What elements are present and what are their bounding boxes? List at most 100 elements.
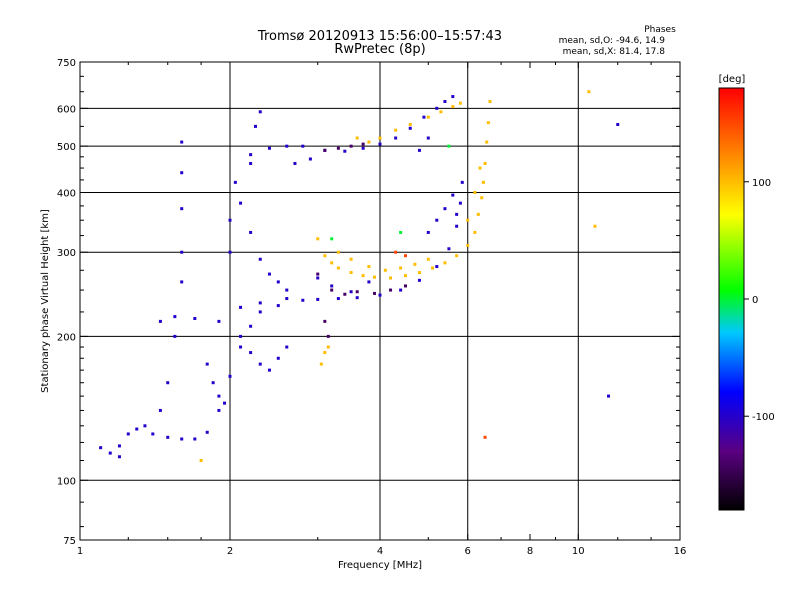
data-point xyxy=(293,161,297,165)
data-point xyxy=(473,230,477,234)
data-point xyxy=(228,250,232,254)
x-tick-label: 1 xyxy=(77,546,83,557)
data-point xyxy=(239,334,243,338)
data-point xyxy=(473,190,477,194)
chart-subtitle: RwPretec (8p) xyxy=(334,42,425,57)
data-point xyxy=(323,148,327,152)
data-point xyxy=(249,161,253,165)
data-point xyxy=(239,345,243,349)
data-point xyxy=(378,142,382,146)
data-point xyxy=(285,288,289,292)
x-tick-label: 4 xyxy=(377,546,383,557)
data-point xyxy=(173,315,177,319)
x-tick-label: 2 xyxy=(227,546,233,557)
data-point xyxy=(349,144,353,148)
data-point xyxy=(180,140,184,144)
colorbar-tick-label: 100 xyxy=(752,178,771,189)
data-point xyxy=(355,296,359,300)
data-point xyxy=(217,394,221,398)
data-point xyxy=(435,106,439,110)
data-point xyxy=(458,201,462,205)
data-point xyxy=(478,166,482,170)
data-point xyxy=(349,290,353,294)
data-point xyxy=(422,115,426,119)
data-point xyxy=(323,254,327,258)
data-point xyxy=(394,250,398,254)
data-point xyxy=(166,435,170,439)
data-point xyxy=(367,280,371,284)
data-point xyxy=(343,292,347,296)
colorbar-tick-label: 0 xyxy=(752,295,758,306)
y-tick-label: 400 xyxy=(57,188,76,199)
data-point xyxy=(249,153,253,157)
data-point xyxy=(135,427,139,431)
data-point xyxy=(483,161,487,165)
data-point xyxy=(455,254,459,258)
data-point xyxy=(258,362,262,366)
data-point xyxy=(316,272,320,276)
data-point xyxy=(593,224,597,228)
data-point xyxy=(336,297,340,301)
stats-heading: Phases xyxy=(644,25,676,35)
data-point xyxy=(117,444,121,448)
data-point xyxy=(367,140,371,144)
data-point xyxy=(403,284,407,288)
data-point xyxy=(285,297,289,301)
data-point xyxy=(349,271,353,275)
data-point xyxy=(336,250,340,254)
data-point xyxy=(458,101,462,105)
data-point xyxy=(451,193,455,197)
data-point xyxy=(403,254,407,258)
data-point xyxy=(258,257,262,261)
data-point xyxy=(267,368,271,372)
y-axis-label: Stationary phase Virtual Height [km] xyxy=(40,209,51,393)
data-point xyxy=(285,345,289,349)
colorbar-ticks: 100 0 -100 xyxy=(744,178,775,423)
data-point xyxy=(258,110,262,114)
data-point xyxy=(205,362,209,366)
data-point xyxy=(361,142,365,146)
data-points xyxy=(99,90,620,462)
data-point xyxy=(211,381,215,385)
data-point xyxy=(417,148,421,152)
data-point xyxy=(301,298,305,302)
data-point xyxy=(399,230,403,234)
x-tick-label: 8 xyxy=(527,546,533,557)
data-point xyxy=(180,207,184,211)
data-point xyxy=(486,121,490,125)
data-point xyxy=(193,437,197,441)
data-point xyxy=(455,224,459,228)
data-point xyxy=(426,230,430,234)
data-point xyxy=(455,212,459,216)
data-point xyxy=(180,171,184,175)
data-point xyxy=(408,126,412,130)
data-point xyxy=(394,128,398,132)
data-point xyxy=(323,351,327,355)
colorbar-label: [deg] xyxy=(719,74,746,85)
data-point xyxy=(151,432,155,436)
x-tick-label: 16 xyxy=(674,546,687,557)
data-point xyxy=(239,201,243,205)
data-point xyxy=(343,149,347,153)
data-point xyxy=(316,237,320,241)
data-point xyxy=(173,334,177,338)
data-point xyxy=(447,144,451,148)
data-point xyxy=(431,266,435,270)
stats-line-x: mean, sd,X: 81.4, 17.8 xyxy=(563,47,666,57)
data-point xyxy=(488,100,492,104)
data-point xyxy=(108,451,112,455)
data-point xyxy=(285,144,289,148)
data-point xyxy=(373,275,377,279)
data-point xyxy=(253,124,257,128)
data-point xyxy=(426,257,430,261)
x-axis-label: Frequency [MHz] xyxy=(338,560,422,571)
data-point xyxy=(443,207,447,211)
data-point xyxy=(355,136,359,140)
chart-title: Tromsø 20120913 15:56:00–15:57:43 xyxy=(257,29,502,44)
data-point xyxy=(389,288,393,292)
data-point xyxy=(447,247,451,251)
data-point xyxy=(336,146,340,150)
y-axis-ticks: 75 100 200 300 400 500 600 750 xyxy=(57,58,680,547)
data-point xyxy=(361,274,365,278)
grid-lines xyxy=(80,62,680,540)
